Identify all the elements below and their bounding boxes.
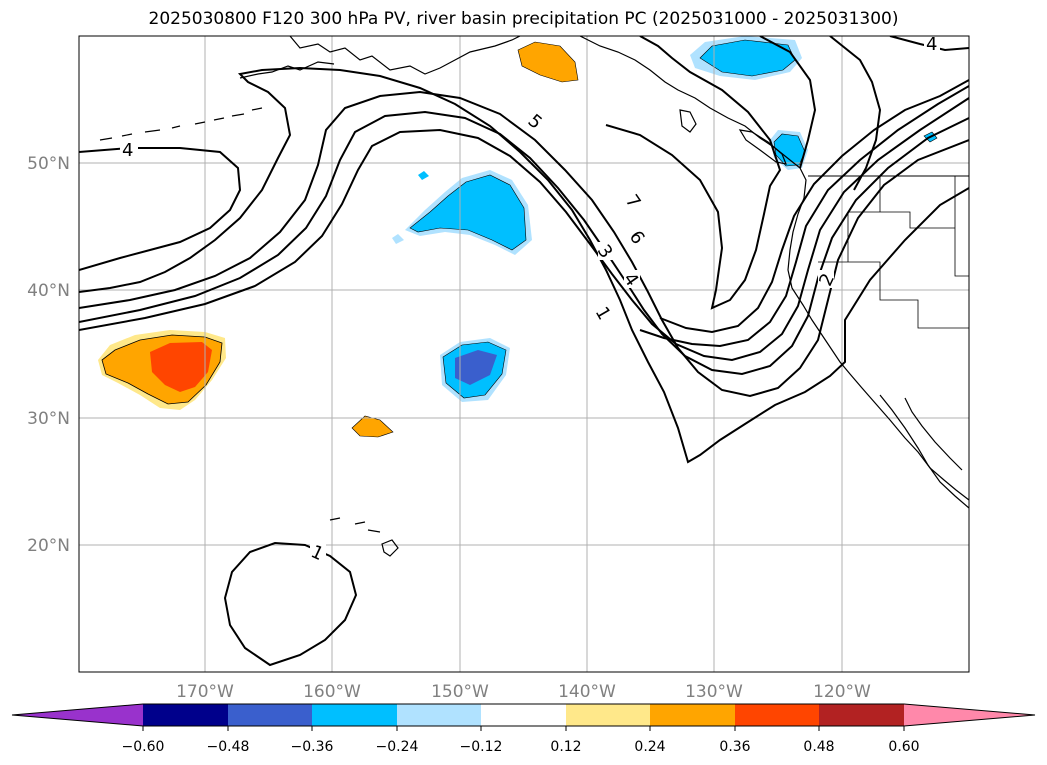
colorbar-segment <box>566 704 650 726</box>
lat-label: 30°N <box>27 409 70 429</box>
negative-anomaly-central <box>409 174 527 251</box>
lon-label: 160°W <box>303 682 361 702</box>
haida-gwaii <box>679 109 697 133</box>
gridlines <box>79 36 969 672</box>
colorbar: −0.60 −0.48 −0.36 −0.24 −0.12 0.12 0.24 … <box>11 703 1036 755</box>
negative-anomaly-speck <box>392 234 404 244</box>
map-frame <box>78 35 970 673</box>
lat-label: 50°N <box>27 154 70 174</box>
colorbar-extend-high <box>904 704 1035 726</box>
colorbar-tick-label: −0.24 <box>376 739 419 755</box>
positive-anomaly-small <box>351 415 394 438</box>
positive-anomaly-west-core <box>150 342 212 392</box>
lat-label: 40°N <box>27 281 70 301</box>
pv-label: 4 <box>926 34 937 55</box>
colorbar-segment <box>819 704 904 726</box>
pv-contour-north-ne <box>759 36 882 191</box>
bc-coast <box>579 36 969 501</box>
colorbar-segment <box>228 704 312 726</box>
colorbar-segment <box>481 704 566 726</box>
negative-anomaly-south-core <box>455 350 497 385</box>
colorbar-tick-label: −0.60 <box>122 739 165 755</box>
map-panel <box>79 36 969 672</box>
pv-contour-labels: 4 5 7 6 3 4 1 2 4 1 <box>120 34 940 565</box>
colorbar-tick-label: −0.36 <box>291 739 334 755</box>
pv-contour-3 <box>79 110 969 376</box>
pv-contours <box>79 36 969 667</box>
colorbar-segment <box>397 704 481 726</box>
colorbar-segment <box>143 704 228 726</box>
lon-label: 170°W <box>176 682 234 702</box>
lon-label: 140°W <box>558 682 616 702</box>
pv-contour-6 <box>659 79 969 334</box>
vancouver-island <box>738 129 787 165</box>
lat-label: 20°N <box>27 536 70 556</box>
precip-negative-anomalies <box>392 36 938 402</box>
colorbar-tick-label: −0.48 <box>207 739 250 755</box>
pv-contour-2 <box>79 90 969 398</box>
colorbar-segment <box>312 704 397 726</box>
lon-label: 150°W <box>431 682 489 702</box>
lon-label: 120°W <box>813 682 871 702</box>
colorbar-tick-label: 0.36 <box>719 739 750 755</box>
pv-contour-1-south <box>223 541 358 667</box>
colorbar-tick-label: 0.48 <box>803 739 834 755</box>
pv-contour-1-outer <box>79 66 969 464</box>
colorbar-tick-label: −0.12 <box>460 739 503 755</box>
alaska-coast <box>289 36 521 75</box>
pv-contour-5 <box>639 85 969 348</box>
pv-contour-4-west <box>79 147 242 271</box>
colorbar-tick-label: 0.12 <box>550 739 581 755</box>
colorbar-segment <box>735 704 819 726</box>
pv-contour-4 <box>79 97 969 362</box>
colorbar-tick-label: 0.24 <box>634 739 665 755</box>
lon-label: 130°W <box>685 682 743 702</box>
map-title: 2025030800 F120 300 hPa PV, river basin … <box>148 9 899 29</box>
latitude-labels: 50°N 40°N 30°N 20°N <box>27 154 70 556</box>
pv-contour-7 <box>605 36 782 310</box>
hawaii-islands <box>329 517 399 557</box>
precip-positive-anomalies <box>98 41 579 438</box>
colorbar-tick-label: 0.60 <box>888 739 919 755</box>
pv-label: 4 <box>122 140 133 161</box>
baja-california <box>879 394 969 509</box>
longitude-labels: 170°W 160°W 150°W 140°W 130°W 120°W <box>176 682 871 702</box>
alaska-peninsula <box>239 61 335 79</box>
aleutian-islands <box>99 107 263 141</box>
negative-anomaly-dot <box>418 171 429 180</box>
colorbar-extend-low <box>12 704 143 726</box>
positive-anomaly-north <box>517 41 579 83</box>
colorbar-segment <box>650 704 735 726</box>
